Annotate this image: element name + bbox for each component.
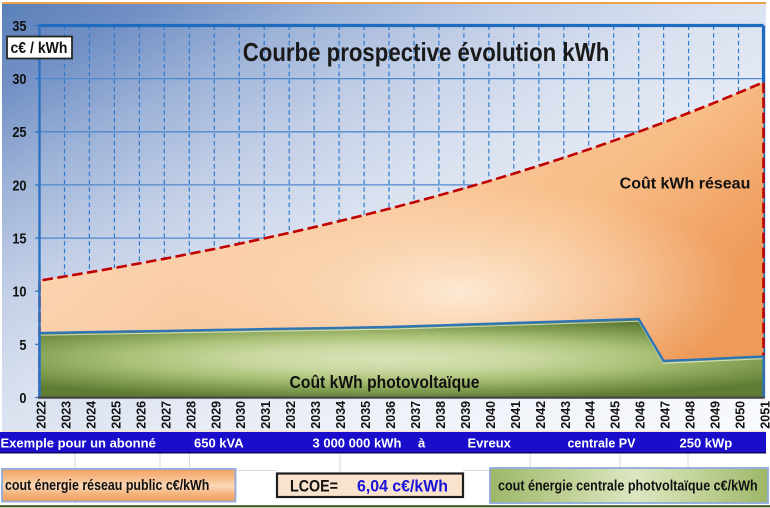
svg-text:2048: 2048 [684, 401, 698, 429]
svg-text:Coût kWh photovoltaïque: Coût kWh photovoltaïque [290, 372, 480, 392]
svg-text:20: 20 [12, 176, 26, 193]
svg-text:2032: 2032 [284, 401, 298, 429]
svg-text:2043: 2043 [559, 401, 573, 429]
svg-text:2037: 2037 [409, 401, 423, 429]
svg-text:2049: 2049 [709, 401, 723, 429]
svg-text:3 000 000 kWh: 3 000 000 kWh [313, 436, 402, 451]
svg-text:cout énergie réseau public c€/: cout énergie réseau public c€/kWh [5, 477, 209, 493]
svg-text:2036: 2036 [384, 401, 398, 429]
svg-text:2044: 2044 [584, 401, 598, 429]
svg-text:2034: 2034 [334, 401, 348, 429]
svg-text:c€ / kWh: c€ / kWh [11, 39, 68, 57]
svg-text:2023: 2023 [60, 401, 74, 429]
svg-text:35: 35 [12, 17, 26, 34]
svg-text:2047: 2047 [659, 401, 673, 429]
svg-text:6,04 c€/kWh: 6,04 c€/kWh [357, 477, 448, 496]
svg-text:2050: 2050 [734, 401, 748, 429]
svg-text:2033: 2033 [309, 401, 323, 429]
svg-text:2045: 2045 [609, 401, 623, 429]
svg-text:2046: 2046 [634, 401, 648, 429]
svg-text:2039: 2039 [459, 401, 473, 429]
svg-text:25: 25 [12, 123, 26, 140]
svg-text:2029: 2029 [209, 401, 223, 429]
svg-text:2028: 2028 [184, 401, 198, 429]
svg-text:Evreux: Evreux [468, 436, 512, 451]
svg-text:2031: 2031 [259, 401, 273, 429]
svg-text:LCOE=: LCOE= [290, 477, 338, 495]
svg-text:Exemple pour un abonné: Exemple pour un abonné [1, 436, 156, 451]
svg-text:Courbe prospective évolution k: Courbe prospective évolution kWh [243, 38, 610, 67]
svg-text:2038: 2038 [434, 401, 448, 429]
svg-text:2035: 2035 [359, 401, 373, 429]
svg-text:30: 30 [12, 70, 26, 87]
svg-text:0: 0 [19, 389, 26, 406]
svg-text:2040: 2040 [484, 401, 498, 429]
svg-text:2024: 2024 [84, 401, 98, 429]
svg-text:15: 15 [12, 229, 26, 246]
svg-text:2026: 2026 [134, 401, 148, 429]
svg-text:cout énergie centrale photvolt: cout énergie centrale photvoltaïque c€/k… [498, 476, 758, 493]
svg-text:2025: 2025 [109, 401, 123, 429]
svg-text:250 kWp: 250 kWp [680, 436, 733, 451]
svg-text:centrale PV: centrale PV [568, 435, 636, 450]
svg-text:2041: 2041 [509, 401, 523, 429]
svg-text:650 kVA: 650 kVA [194, 436, 244, 451]
svg-text:2030: 2030 [234, 401, 248, 429]
svg-text:5: 5 [19, 336, 26, 353]
svg-text:10: 10 [12, 283, 26, 300]
svg-text:à: à [418, 436, 426, 451]
svg-text:2051: 2051 [759, 401, 770, 429]
svg-text:2022: 2022 [35, 401, 49, 429]
svg-text:2042: 2042 [534, 401, 548, 429]
svg-text:2027: 2027 [159, 401, 173, 429]
svg-text:Coût kWh réseau: Coût kWh réseau [620, 176, 751, 193]
